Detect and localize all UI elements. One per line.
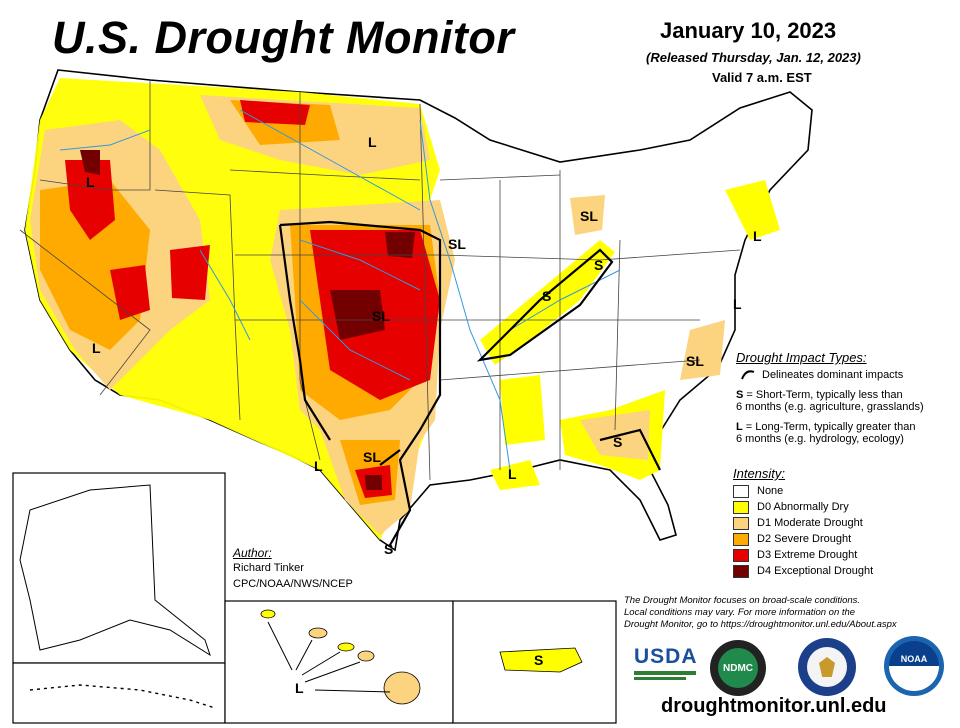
long-term-desc-2: 6 months (e.g. hydrology, ecology) — [736, 433, 904, 445]
impact-line-desc: Delineates dominant impacts — [762, 369, 904, 381]
d3-ut — [170, 245, 210, 300]
author-name: Richard Tinker — [233, 562, 304, 574]
disclaimer: The Drought Monitor focuses on broad-sca… — [624, 595, 954, 631]
label-west-texas: L — [314, 458, 323, 474]
label-puerto-rico: S — [534, 652, 544, 668]
valid-time: Valid 7 a.m. EST — [712, 70, 812, 85]
impact-types-legend: Drought Impact Types: Delineates dominan… — [736, 350, 924, 445]
d0-ne — [725, 180, 780, 240]
hawaii-inset-frame — [224, 600, 454, 724]
disclaimer-line-2: Local conditions may vary. For more info… — [624, 607, 856, 618]
impact-line-icon — [741, 370, 755, 380]
long-term-desc-1: = Long-Term, typically greater than — [745, 421, 916, 433]
d0-ark — [500, 375, 545, 445]
intensity-label: D2 Severe Drought — [757, 533, 852, 545]
aleutian-inset-frame — [12, 662, 226, 724]
intensity-swatch — [733, 500, 749, 514]
d3-or — [65, 160, 115, 240]
map-date: January 10, 2023 — [660, 18, 837, 43]
author-block: Author: Richard Tinker CPC/NOAA/NWS/NCEP — [233, 546, 353, 592]
d4-ne — [385, 232, 415, 258]
site-url[interactable]: droughtmonitor.unl.edu — [661, 695, 887, 717]
intensity-label: D0 Abnormally Dry — [757, 501, 849, 513]
short-term-key: S — [736, 389, 744, 401]
label-ohio: S — [594, 257, 604, 273]
label-hawaii: L — [295, 680, 304, 696]
label-northeast: L — [753, 228, 762, 244]
label-indiana: S — [542, 288, 552, 304]
d3-nv — [110, 265, 150, 320]
d4-tx — [365, 475, 382, 490]
author-org: CPC/NOAA/NWS/NCEP — [233, 578, 353, 590]
intensity-row: D4 Exceptional Drought — [733, 563, 873, 579]
intensity-row: D0 Abnormally Dry — [733, 499, 873, 515]
short-term-desc-1: = Short-Term, typically less than — [746, 389, 903, 401]
d1-nc — [680, 320, 725, 380]
label-texas: SL — [363, 449, 381, 465]
disclaimer-line-1: The Drought Monitor focuses on broad-sca… — [624, 595, 861, 606]
label-oregon: L — [86, 174, 95, 190]
disclaimer-line-3: Drought Monitor, go to https://droughtmo… — [624, 619, 897, 630]
d4-or — [80, 150, 100, 175]
intensity-swatch — [733, 484, 749, 498]
page-title: U.S. Drought Monitor — [52, 12, 515, 63]
intensity-label: None — [757, 485, 784, 497]
alaska-shape — [19, 484, 211, 657]
intensity-swatch — [733, 548, 749, 562]
label-iowa: SL — [448, 236, 466, 252]
d0-ohio — [480, 240, 615, 365]
intensity-label: D3 Extreme Drought — [757, 549, 858, 561]
author-heading: Author: — [233, 546, 272, 560]
d1-mi — [570, 195, 605, 235]
commerce-seal-icon — [798, 638, 856, 696]
intensity-legend: Intensity: None D0 Abnormally Dry D1 Moder… — [733, 466, 873, 579]
intensity-label: D4 Exceptional Drought — [757, 565, 874, 577]
short-term-desc-2: 6 months (e.g. agriculture, grasslands) — [736, 401, 924, 413]
d1-ga — [580, 410, 650, 460]
intensity-row: None — [733, 483, 873, 499]
label-kansas: SL — [372, 308, 390, 324]
release-date: (Released Thursday, Jan. 12, 2023) — [646, 50, 861, 65]
aleutian-chain — [29, 684, 216, 709]
ndmc-logo: NDMC — [710, 640, 766, 696]
d3-mt — [240, 100, 310, 125]
intensity-row: D2 Severe Drought — [733, 531, 873, 547]
intensity-label: D1 Moderate Drought — [757, 517, 863, 529]
impact-types-heading: Drought Impact Types: — [736, 350, 867, 365]
noaa-logo: NOAA — [884, 636, 944, 696]
intensity-swatch — [733, 564, 749, 578]
label-louisiana: L — [508, 466, 517, 482]
intensity-row: D1 Moderate Drought — [733, 515, 873, 531]
intensity-row: D3 Extreme Drought — [733, 547, 873, 563]
long-term-key: L — [736, 421, 743, 433]
intensity-heading: Intensity: — [733, 466, 786, 481]
label-georgia: S — [613, 434, 623, 450]
pr-shape — [499, 647, 583, 673]
label-south-texas: S — [384, 541, 394, 557]
intensity-swatch — [733, 516, 749, 530]
d0-gulf — [490, 460, 540, 490]
label-maryland: L — [733, 296, 742, 312]
label-california: L — [92, 340, 101, 356]
hawaii-islands — [260, 609, 421, 705]
label-carolina: SL — [686, 353, 704, 369]
intensity-swatch — [733, 532, 749, 546]
impact-lines — [278, 220, 661, 546]
rivers — [59, 109, 621, 471]
label-dakotas: L — [368, 134, 377, 150]
usda-logo: USDA — [634, 645, 697, 685]
d4-ks — [330, 290, 385, 340]
hawaii-pointer-lines — [267, 621, 391, 693]
label-michigan: SL — [580, 208, 598, 224]
